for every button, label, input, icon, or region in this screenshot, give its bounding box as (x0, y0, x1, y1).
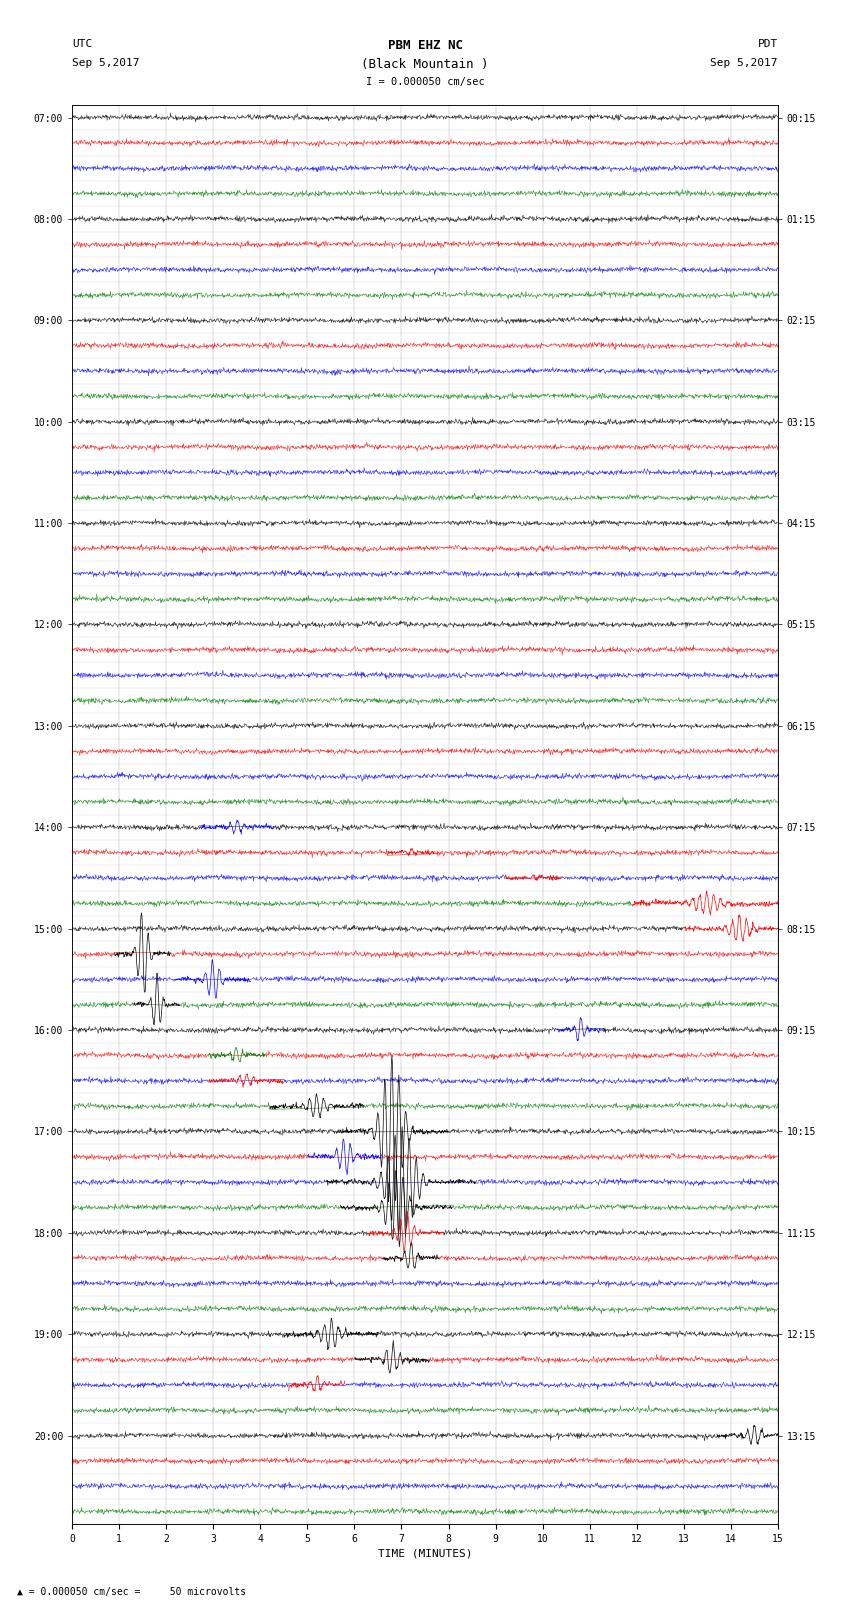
Text: PDT: PDT (757, 39, 778, 48)
X-axis label: TIME (MINUTES): TIME (MINUTES) (377, 1548, 473, 1558)
Text: I = 0.000050 cm/sec: I = 0.000050 cm/sec (366, 77, 484, 87)
Text: PBM EHZ NC: PBM EHZ NC (388, 39, 462, 52)
Text: Sep 5,2017: Sep 5,2017 (711, 58, 778, 68)
Text: ▲ = 0.000050 cm/sec =     50 microvolts: ▲ = 0.000050 cm/sec = 50 microvolts (17, 1587, 246, 1597)
Text: (Black Mountain ): (Black Mountain ) (361, 58, 489, 71)
Text: UTC: UTC (72, 39, 93, 48)
Text: Sep 5,2017: Sep 5,2017 (72, 58, 139, 68)
